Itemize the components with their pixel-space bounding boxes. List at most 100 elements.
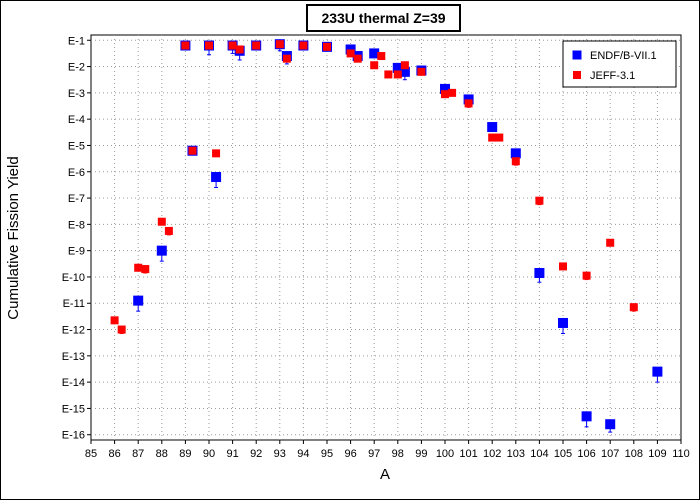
- data-point: [252, 41, 261, 50]
- data-point: [377, 52, 386, 61]
- data-point: [157, 217, 166, 226]
- y-tick-label: E-9: [68, 246, 85, 258]
- data-point: [606, 238, 615, 247]
- x-tick-label: 87: [132, 448, 144, 460]
- legend-marker: [572, 50, 582, 60]
- x-tick-label: 92: [250, 448, 262, 460]
- data-point: [282, 54, 291, 63]
- data-point: [417, 67, 426, 76]
- data-point: [495, 133, 504, 142]
- y-axis-title: Cumulative Fission Yield: [5, 156, 22, 319]
- data-point: [384, 70, 393, 79]
- y-tick-label: E-10: [62, 272, 85, 284]
- legend-label: JEFF-3.1: [590, 70, 635, 82]
- legend-label: ENDF/B-VII.1: [590, 50, 657, 62]
- x-tick-label: 90: [203, 448, 215, 460]
- plot-area: [90, 34, 682, 441]
- data-point: [629, 303, 638, 312]
- x-tick-label: 110: [672, 448, 690, 460]
- y-tick-label: E-11: [63, 298, 85, 310]
- x-tick-label: 94: [297, 448, 309, 460]
- y-tick-label: E-4: [68, 114, 85, 126]
- data-point: [299, 41, 308, 50]
- data-point: [188, 146, 197, 155]
- x-axis-title: A: [380, 466, 390, 483]
- data-point: [181, 41, 190, 50]
- y-tick-label: E-5: [68, 140, 85, 152]
- data-point: [400, 61, 409, 70]
- x-tick-label: 100: [436, 448, 454, 460]
- x-tick-label: 101: [459, 448, 477, 460]
- title-box-border: [306, 4, 461, 32]
- y-tick-label: E-12: [62, 325, 85, 337]
- y-axis-ticks: E-1 E-2 E-3 E-4 E-5 E-6 E-7 E-8 E-9 E-10 E-11 E-12 E…: [62, 35, 91, 442]
- data-point: [440, 83, 450, 94]
- data-point: [133, 295, 144, 306]
- data-point: [393, 70, 402, 79]
- data-point: [605, 419, 616, 430]
- x-tick-label: 103: [507, 448, 525, 460]
- y-tick-label: E-3: [68, 88, 85, 100]
- data-point: [117, 325, 126, 334]
- y-tick-label: E-14: [62, 377, 85, 389]
- data-point: [511, 157, 520, 166]
- y-tick-label: E-8: [68, 219, 85, 231]
- data-point: [448, 88, 457, 97]
- legend-box: [562, 40, 677, 88]
- y-tick-label: E-1: [68, 35, 85, 47]
- data-point: [399, 66, 410, 77]
- plot-border: [90, 34, 682, 441]
- x-axis-ticks: 85 86 87 88 89 90 91 92 93 94 95 96 97 98 99 100 101 102 1…: [85, 440, 690, 460]
- x-tick-label: 105: [554, 448, 572, 460]
- x-tick-label: 93: [274, 448, 286, 460]
- x-tick-label: 99: [415, 448, 427, 460]
- x-tick-label: 88: [156, 448, 168, 460]
- data-point: [205, 41, 213, 50]
- y-tick-label: E-7: [68, 193, 85, 205]
- x-tick-label: 97: [368, 448, 380, 460]
- data-point: [275, 40, 284, 49]
- x-tick-label: 91: [226, 448, 238, 460]
- data-point: [323, 42, 331, 51]
- series-jeff: [110, 40, 638, 334]
- y-tick-label: E-2: [68, 62, 85, 74]
- x-tick-label: 96: [344, 448, 356, 460]
- data-point: [212, 149, 221, 158]
- data-point: [235, 45, 244, 54]
- data-point: [211, 172, 222, 183]
- legend: ENDF/B-VII.1 JEFF-3.1: [562, 40, 677, 88]
- x-tick-label: 108: [625, 448, 643, 460]
- data-point: [558, 317, 568, 328]
- data-point: [488, 133, 497, 142]
- data-point: [228, 41, 237, 50]
- x-tick-label: 85: [85, 448, 97, 460]
- data-point: [110, 316, 119, 325]
- x-tick-label: 107: [601, 448, 619, 460]
- data-point: [156, 245, 167, 256]
- data-point: [164, 226, 173, 235]
- data-point: [369, 48, 380, 59]
- data-point: [581, 411, 592, 422]
- data-point: [535, 196, 544, 205]
- data-point: [141, 265, 150, 274]
- x-tick-label: 98: [392, 448, 404, 460]
- x-tick-label: 106: [577, 448, 595, 460]
- data-point: [392, 62, 403, 73]
- data-point: [370, 61, 379, 70]
- x-tick-label: 109: [648, 448, 666, 460]
- legend-marker: [573, 71, 581, 79]
- x-tick-label: 104: [530, 448, 548, 460]
- series-layer: [110, 39, 663, 433]
- data-point: [582, 271, 591, 280]
- data-point: [487, 122, 498, 133]
- y-tick-label: E-6: [68, 167, 85, 179]
- x-tick-label: 89: [179, 448, 191, 460]
- data-point: [353, 54, 362, 63]
- chart-title: 233U thermal Z=39: [321, 10, 445, 26]
- chart-title-box: 233U thermal Z=39: [306, 4, 461, 32]
- data-point: [134, 263, 143, 272]
- x-tick-label: 86: [108, 448, 120, 460]
- data-point: [346, 49, 355, 58]
- x-tick-label: 102: [483, 448, 501, 460]
